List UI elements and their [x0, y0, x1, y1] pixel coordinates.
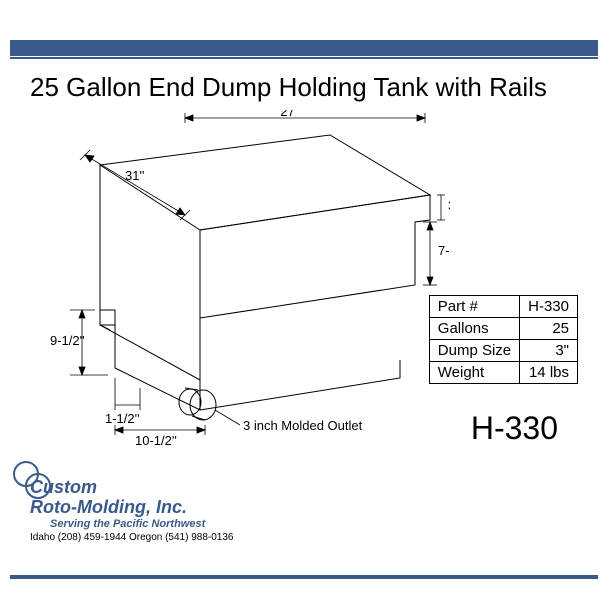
tagline: Serving the Pacific Northwest [50, 518, 233, 530]
svg-text:31'': 31'' [125, 168, 144, 183]
contact-info: Idaho (208) 459-1944 Oregon (541) 988-01… [30, 532, 233, 543]
tank-diagram: 27'' 31'' 3'' 7-5/16'' [30, 110, 450, 450]
table-row: Dump Size3" [429, 340, 577, 362]
company-name: Custom Roto-Molding, Inc. [30, 478, 233, 518]
footer: Custom Roto-Molding, Inc. Serving the Pa… [30, 478, 233, 543]
svg-text:27'': 27'' [280, 110, 299, 119]
svg-text:3'': 3'' [448, 198, 450, 213]
page-title: 25 Gallon End Dump Holding Tank with Rai… [30, 72, 588, 103]
table-row: Part #H-330 [429, 296, 577, 318]
svg-text:9-1/2'': 9-1/2'' [50, 333, 85, 348]
svg-text:3 inch Molded Outlet: 3 inch Molded Outlet [243, 418, 363, 433]
svg-text:1-1/2'': 1-1/2'' [105, 411, 140, 426]
svg-text:10-1/2'': 10-1/2'' [135, 433, 177, 448]
svg-text:7-5/16'': 7-5/16'' [438, 243, 450, 258]
footer-bar [10, 566, 598, 570]
table-row: Weight14 lbs [429, 362, 577, 384]
table-row: Gallons25 [429, 318, 577, 340]
spec-table: Part #H-330Gallons25Dump Size3"Weight14 … [429, 295, 578, 384]
header-bar [10, 40, 598, 60]
part-number: H-330 [471, 410, 558, 447]
